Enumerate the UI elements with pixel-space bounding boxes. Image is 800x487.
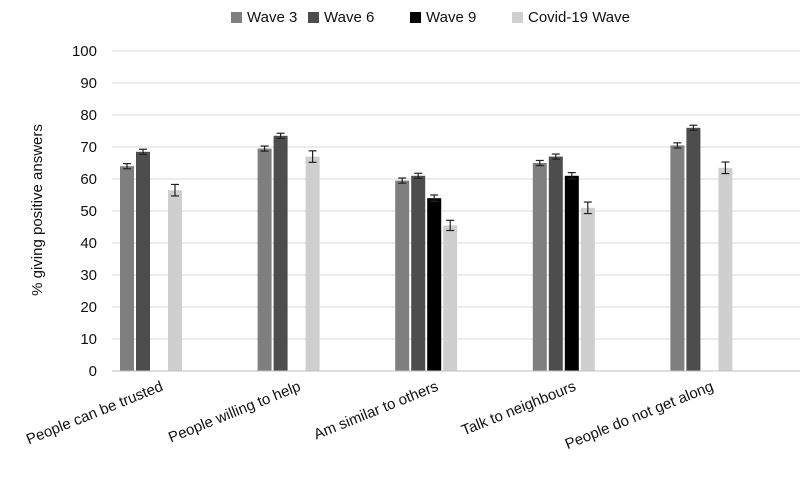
- error-bars: [123, 124, 730, 232]
- y-axis: 0 10 20 30 40 50 60 70 80 90 100: [72, 43, 97, 380]
- bar-wave-6: [136, 151, 150, 371]
- y-tick-label: 50: [80, 203, 97, 220]
- error-bar: [583, 201, 592, 215]
- error-bar: [446, 219, 455, 232]
- bar-wave-3: [670, 145, 685, 371]
- legend-swatch: [308, 12, 319, 23]
- y-tick-label: 100: [72, 43, 97, 60]
- x-axis: People can be trusted People willing to h…: [24, 370, 800, 453]
- error-bar: [414, 172, 423, 179]
- y-tick-label: 20: [80, 299, 97, 316]
- bar-covid-19-wave: [718, 167, 733, 371]
- x-tick-label: Talk to neighbours: [459, 378, 578, 439]
- y-tick-label: 60: [80, 171, 97, 188]
- error-bar: [123, 163, 131, 170]
- y-tick-label: 40: [80, 235, 97, 252]
- error-bar: [535, 159, 544, 167]
- error-bar: [276, 132, 285, 139]
- x-tick-label: People willing to help: [166, 378, 303, 447]
- y-tick-label: 0: [89, 363, 97, 380]
- bar-covid-19-wave: [168, 190, 182, 371]
- legend-swatch: [410, 12, 421, 23]
- legend-item: Covid-19 Wave: [512, 9, 630, 26]
- bar-wave-3: [120, 166, 134, 371]
- legend-item: Wave 9: [410, 9, 476, 26]
- bar-covid-19-wave: [305, 156, 320, 371]
- x-tick-label: Am similar to others: [311, 378, 440, 443]
- y-tick-label: 70: [80, 139, 97, 156]
- bar-wave-9: [564, 175, 579, 371]
- bar-wave-3: [532, 163, 547, 371]
- bar-wave-3: [257, 148, 272, 371]
- error-bar: [430, 194, 439, 202]
- legend-swatch: [512, 12, 523, 23]
- error-bar: [398, 177, 407, 184]
- error-bar: [721, 161, 730, 175]
- error-bar: [139, 148, 147, 155]
- bar-wave-6: [686, 127, 701, 371]
- y-tick-label: 80: [80, 107, 97, 124]
- y-tick-label: 30: [80, 267, 97, 284]
- error-bar: [673, 142, 682, 149]
- y-tick-label: 90: [80, 75, 97, 92]
- y-tick-label: 10: [80, 331, 97, 348]
- error-bar: [171, 183, 179, 197]
- bar-wave-9: [427, 198, 442, 371]
- bar-covid-19-wave: [580, 207, 595, 371]
- legend-label: Wave 9: [426, 9, 476, 26]
- y-axis-title: % giving positive answers: [29, 124, 46, 296]
- legend-label: Wave 6: [324, 9, 374, 26]
- bar-wave-6: [411, 175, 426, 371]
- error-bar: [551, 153, 560, 160]
- bar-wave-6: [273, 135, 288, 371]
- bar-wave-6: [548, 156, 563, 371]
- x-tick-label: People do not get along: [563, 378, 716, 453]
- bar-wave-3: [395, 180, 410, 371]
- error-bar: [689, 124, 698, 131]
- legend-item: Wave 3: [231, 9, 297, 26]
- legend-swatch: [231, 12, 242, 23]
- x-tick-label: People can be trusted: [24, 378, 166, 448]
- legend: Wave 3 Wave 6 Wave 9 Covid-19 Wave: [231, 9, 630, 26]
- legend-item: Wave 6: [308, 9, 374, 26]
- bar-covid-19-wave: [443, 225, 458, 371]
- legend-label: Covid-19 Wave: [528, 9, 630, 26]
- error-bar: [308, 150, 317, 163]
- error-bar: [260, 145, 269, 152]
- bars: [120, 127, 733, 371]
- error-bar: [567, 172, 576, 180]
- legend-label: Wave 3: [247, 9, 297, 26]
